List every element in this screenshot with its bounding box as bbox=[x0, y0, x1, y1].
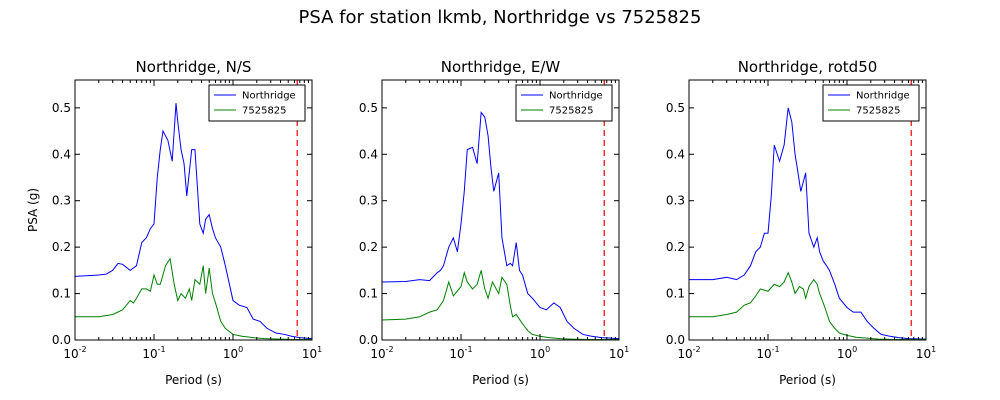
x-tick-label: 10-1 bbox=[142, 345, 165, 361]
legend-box bbox=[822, 84, 920, 122]
x-tick-label: 101 bbox=[609, 345, 629, 361]
y-tick-label: 0.0 bbox=[52, 333, 71, 347]
y-tick-label: 0.0 bbox=[359, 333, 378, 347]
series-line-1 bbox=[75, 103, 312, 340]
axes-frame bbox=[74, 79, 313, 341]
chart-panels: Northridge, N/S 0.0 0.1 0.2 0.3 0.4 0.5 10-2 10-… bbox=[26, 58, 936, 387]
x-axis-label: Period (s) bbox=[165, 373, 222, 387]
legend-box bbox=[208, 84, 306, 122]
y-tick-label: 0.3 bbox=[359, 194, 378, 208]
axes-frame bbox=[381, 79, 620, 341]
x-tick-label: 101 bbox=[916, 345, 936, 361]
x-tick-label: 10-1 bbox=[756, 345, 779, 361]
series-line-1 bbox=[382, 111, 619, 340]
y-tick-label: 0.5 bbox=[666, 101, 685, 115]
legend-label-2: 7525825 bbox=[856, 106, 901, 117]
y-tick-label: 0.3 bbox=[52, 194, 71, 208]
legend: Northridge 7525825 bbox=[515, 84, 613, 122]
x-tick-label: 100 bbox=[837, 345, 857, 361]
y-axis-label: PSA (g) bbox=[26, 188, 40, 232]
x-tick-label: 10-2 bbox=[63, 345, 86, 361]
legend: Northridge 7525825 bbox=[208, 84, 306, 122]
panel-title: Northridge, N/S bbox=[136, 58, 252, 76]
panel-title: Northridge, rotd50 bbox=[738, 58, 878, 76]
axes-frame bbox=[688, 79, 927, 341]
series-line-1 bbox=[689, 107, 926, 340]
y-tick-label: 0.4 bbox=[52, 147, 71, 161]
legend-label-2: 7525825 bbox=[549, 106, 594, 117]
y-tick-label: 0.5 bbox=[359, 101, 378, 115]
x-tick-label: 10-2 bbox=[677, 345, 700, 361]
y-tick-label: 0.4 bbox=[359, 147, 378, 161]
x-tick-label: 10-2 bbox=[370, 345, 393, 361]
x-axis-label: Period (s) bbox=[472, 373, 529, 387]
y-tick-label: 0.1 bbox=[666, 287, 685, 301]
y-tick-label: 0.4 bbox=[666, 147, 685, 161]
chart-panel-3: Northridge, rotd50 0.0 0.1 0.2 0.3 0.4 0.5 10-2… bbox=[666, 58, 936, 387]
legend-label-1: Northridge bbox=[549, 91, 603, 102]
series-line-2 bbox=[689, 271, 926, 340]
x-tick-label: 100 bbox=[223, 345, 243, 361]
legend-label-1: Northridge bbox=[856, 91, 910, 102]
series-line-2 bbox=[382, 270, 619, 340]
legend-label-1: Northridge bbox=[242, 91, 296, 102]
x-tick-label: 10-1 bbox=[449, 345, 472, 361]
panel-title: Northridge, E/W bbox=[441, 58, 561, 76]
y-tick-label: 0.3 bbox=[666, 194, 685, 208]
legend-label-2: 7525825 bbox=[242, 106, 287, 117]
y-tick-label: 0.2 bbox=[52, 240, 71, 254]
y-tick-label: 0.0 bbox=[666, 333, 685, 347]
chart-panel-1: Northridge, N/S 0.0 0.1 0.2 0.3 0.4 0.5 10-2 10-… bbox=[26, 58, 322, 387]
x-tick-label: 101 bbox=[302, 345, 322, 361]
chart-panel-2: Northridge, E/W 0.0 0.1 0.2 0.3 0.4 0.5 10-2 10-… bbox=[359, 58, 629, 387]
y-tick-label: 0.5 bbox=[52, 101, 71, 115]
y-tick-label: 0.2 bbox=[666, 240, 685, 254]
legend-box bbox=[515, 84, 613, 122]
y-tick-label: 0.1 bbox=[359, 287, 378, 301]
x-tick-label: 100 bbox=[530, 345, 550, 361]
y-tick-label: 0.1 bbox=[52, 287, 71, 301]
y-tick-label: 0.2 bbox=[359, 240, 378, 254]
legend: Northridge 7525825 bbox=[822, 84, 920, 122]
x-axis-label: Period (s) bbox=[779, 373, 836, 387]
figure-title: PSA for station lkmb, Northridge vs 7525… bbox=[299, 7, 702, 28]
